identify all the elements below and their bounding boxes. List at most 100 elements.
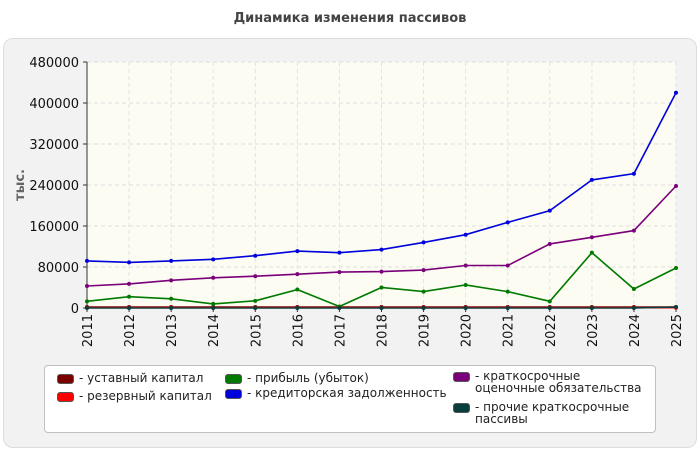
legend-item-prochie[interactable]: - прочие краткосрочные пассивы: [453, 401, 653, 425]
data-point: [253, 298, 258, 303]
legend-label: - резервный капитал: [79, 389, 212, 403]
data-point: [547, 241, 552, 246]
y-tick-label: 400000: [29, 97, 79, 112]
legend-item-ustavny[interactable]: - уставный капитал: [57, 372, 203, 384]
data-point: [421, 306, 426, 310]
y-tick-label: 160000: [29, 220, 79, 235]
x-tick-label: 2025: [670, 314, 685, 347]
legend-label: - прочие краткосрочные пассивы: [475, 400, 630, 426]
legend-label: - уставный капитал: [79, 371, 204, 385]
x-tick-label: 2012: [123, 314, 138, 347]
data-point: [379, 247, 384, 252]
y-tick-label: 320000: [29, 138, 79, 153]
y-tick-label: 0: [71, 302, 79, 317]
y-tick-label: 480000: [29, 56, 79, 71]
x-tick-label: 2020: [460, 314, 475, 347]
data-point: [547, 208, 552, 213]
data-point: [337, 306, 342, 310]
x-tick-label: 2022: [544, 314, 559, 347]
data-point: [295, 287, 300, 292]
x-tick-label: 2011: [81, 314, 96, 347]
legend-item-kreditorskaya[interactable]: - кредиторская задолженность: [225, 387, 447, 399]
data-point: [547, 306, 552, 310]
data-point: [211, 275, 216, 280]
data-point: [85, 258, 89, 263]
legend-label: - кредиторская задолженность: [247, 386, 447, 400]
data-point: [631, 171, 636, 176]
data-point: [127, 260, 132, 265]
data-point: [505, 289, 510, 294]
grid: [86, 61, 677, 309]
data-point: [127, 306, 132, 310]
data-point: [589, 306, 594, 310]
y-tick-label: 80000: [38, 261, 79, 276]
x-tick-label: 2021: [502, 314, 517, 347]
data-point: [463, 232, 468, 237]
x-tick-label: 2023: [586, 314, 601, 347]
data-point: [379, 269, 384, 274]
data-point: [674, 266, 678, 271]
data-point: [505, 263, 510, 268]
y-tick-label: 240000: [29, 179, 79, 194]
x-tick-label: 2018: [376, 314, 391, 347]
x-tick-label: 2014: [207, 314, 222, 347]
data-point: [337, 250, 342, 255]
data-point: [674, 184, 678, 189]
data-point: [589, 235, 594, 240]
legend-swatch: [57, 374, 74, 384]
x-tick-label: 2019: [418, 314, 433, 347]
legend-item-pribyl[interactable]: - прибыль (убыток): [225, 372, 369, 384]
data-point: [253, 306, 258, 310]
data-point: [295, 306, 300, 310]
data-point: [547, 299, 552, 304]
data-point: [127, 294, 132, 299]
data-point: [463, 306, 468, 310]
data-point: [421, 289, 426, 294]
legend-item-ocenochnye[interactable]: - краткосрочные оценочные обязательства: [453, 370, 653, 394]
data-point: [211, 306, 216, 310]
y-axis-label: тыс.: [13, 169, 28, 201]
legend-swatch: [453, 403, 470, 413]
legend-swatch: [57, 392, 74, 402]
data-point: [211, 257, 216, 262]
data-point: [253, 253, 258, 258]
data-point: [505, 306, 510, 310]
data-point: [589, 177, 594, 182]
data-point: [295, 272, 300, 277]
data-point: [463, 282, 468, 287]
x-tick-label: 2024: [628, 314, 643, 347]
data-point: [169, 278, 174, 283]
data-point: [463, 263, 468, 268]
x-tick-label: 2013: [165, 314, 180, 347]
data-point: [631, 306, 636, 310]
data-point: [85, 306, 89, 310]
data-point: [85, 299, 89, 304]
data-point: [169, 306, 174, 310]
x-tick-label: 2017: [333, 314, 348, 347]
data-point: [127, 281, 132, 286]
data-point: [169, 296, 174, 301]
series-lines: [85, 90, 678, 310]
data-point: [421, 240, 426, 245]
data-point: [589, 250, 594, 255]
data-point: [505, 220, 510, 225]
data-point: [85, 283, 89, 288]
data-point: [379, 285, 384, 290]
legend-swatch: [225, 389, 242, 399]
data-point: [337, 270, 342, 275]
data-point: [674, 304, 678, 309]
data-point: [421, 268, 426, 273]
legend-label: - прибыль (убыток): [247, 371, 369, 385]
x-tick-label: 2016: [291, 314, 306, 347]
x-tick-label: 2015: [249, 314, 264, 347]
data-point: [631, 228, 636, 233]
data-point: [253, 274, 258, 279]
legend: - уставный капитал - резервный капитал -…: [44, 365, 656, 433]
data-point: [631, 287, 636, 292]
data-point: [211, 301, 216, 306]
chart-title: Динамика изменения пассивов: [233, 11, 467, 26]
legend-label: - краткосрочные оценочные обязательства: [475, 369, 642, 395]
data-point: [295, 249, 300, 254]
legend-item-rezervny[interactable]: - резервный капитал: [57, 390, 212, 402]
